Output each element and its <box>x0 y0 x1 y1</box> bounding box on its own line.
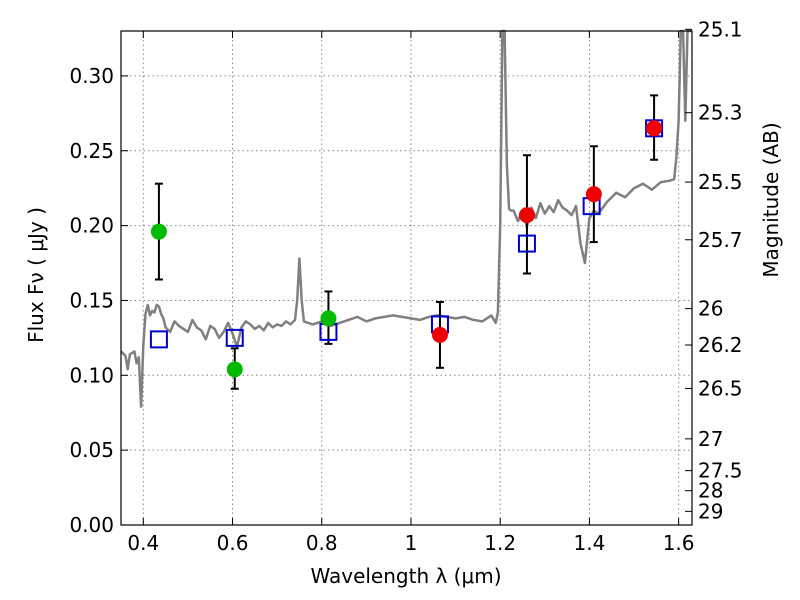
y-tick-label: 0.30 <box>69 64 114 88</box>
model-box-marker <box>225 328 244 347</box>
y-tick-label: 0.15 <box>69 288 114 312</box>
y-tick-label: 0.10 <box>69 363 114 387</box>
right-tick-label: 28 <box>698 479 723 503</box>
x-tick-label: 0.8 <box>306 531 338 555</box>
model-photometry-boxes <box>149 119 664 349</box>
model-box-marker <box>517 234 536 253</box>
x-axis-ticks: 0.4 0.6 0.8 1 1.2 1.4 1.6 <box>127 31 695 555</box>
right-tick-label: 25.7 <box>698 228 743 252</box>
y-tick-label: 0.25 <box>69 139 114 163</box>
right-tick-label: 25.1 <box>698 17 743 41</box>
y-tick-label: 0.20 <box>69 214 114 238</box>
plot-frame <box>120 30 693 526</box>
right-tick-label: 26.5 <box>698 376 743 400</box>
right-tick-label: 25.3 <box>698 101 743 125</box>
error-bars <box>154 94 659 390</box>
y-tick-label: 0.00 <box>69 513 114 537</box>
x-tick-label: 0.4 <box>127 531 159 555</box>
y-axis-ticks: 0.00 0.05 0.10 0.15 0.20 0.25 0.30 <box>69 64 128 537</box>
green-data-point <box>320 310 337 327</box>
x-tick-label: 1.2 <box>484 531 516 555</box>
red-data-point <box>431 326 448 343</box>
x-tick-label: 1 <box>405 531 418 555</box>
green-data-point <box>150 223 167 240</box>
grid <box>121 31 692 526</box>
observed-photometry-points <box>150 120 663 378</box>
green-data-point <box>226 361 243 378</box>
right-tick-label: 27 <box>698 427 723 451</box>
right-tick-label: 25.5 <box>698 170 743 194</box>
right-tick-label: 29 <box>698 499 723 523</box>
y-axis-title: Flux Fν ( μJy ) <box>24 207 48 343</box>
model-spectrum-line <box>120 29 692 408</box>
model-spectrum <box>120 29 692 408</box>
right-tick-label: 27.5 <box>698 459 743 483</box>
right-axis-title: Magnitude (AB) <box>759 122 783 277</box>
right-tick-label: 26.2 <box>698 333 743 357</box>
x-tick-label: 1.4 <box>573 531 605 555</box>
model-box-marker <box>149 330 168 349</box>
x-tick-label: 0.6 <box>217 531 249 555</box>
x-axis-title: Wavelength λ (μm) <box>310 564 501 588</box>
red-data-point <box>646 120 663 137</box>
red-data-point <box>585 186 602 203</box>
x-tick-label: 1.6 <box>663 531 695 555</box>
right-tick-label: 26 <box>698 297 723 321</box>
y-tick-label: 0.05 <box>69 438 114 462</box>
red-data-point <box>518 207 535 224</box>
